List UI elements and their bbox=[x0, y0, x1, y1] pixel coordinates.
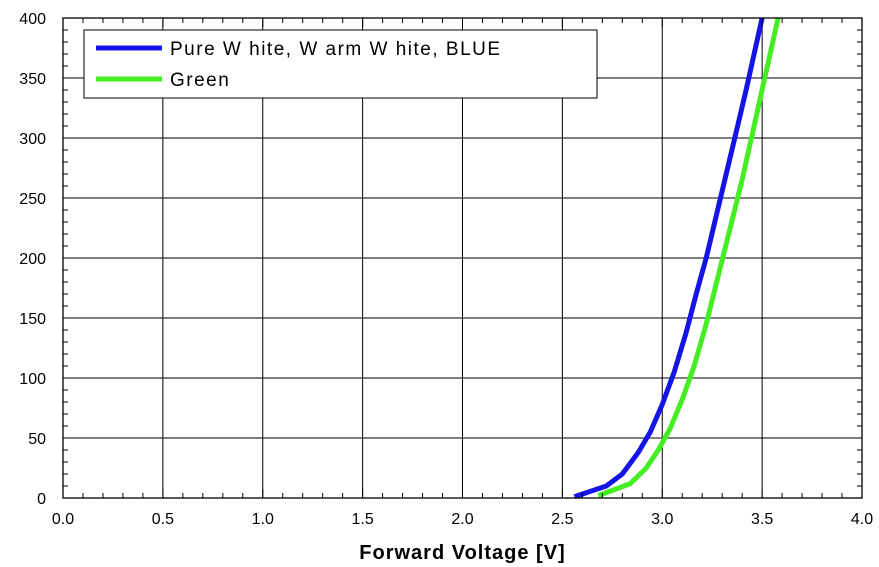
legend-label-series-1: Pure W hite, W arm W hite, BLUE bbox=[170, 39, 502, 60]
x-tick-label: 3.0 bbox=[651, 511, 673, 528]
y-tick-label: 0 bbox=[37, 491, 46, 508]
series-layer bbox=[573, 17, 781, 500]
x-tick-label: 2.5 bbox=[551, 511, 573, 528]
legend-label-series-2: Green bbox=[170, 70, 230, 91]
x-tick-label: 1.0 bbox=[252, 511, 274, 528]
x-axis-title: Forward Voltage [V] bbox=[359, 542, 565, 564]
y-tick-label: 150 bbox=[19, 311, 46, 328]
legend: Pure W hite, W arm W hite, BLUE Green bbox=[83, 29, 598, 99]
x-tick-label: 1.5 bbox=[352, 511, 374, 528]
x-tick-label: 2.0 bbox=[451, 511, 473, 528]
x-tick-label: 3.5 bbox=[751, 511, 773, 528]
legend-box bbox=[83, 29, 598, 99]
x-tick-label: 0.0 bbox=[52, 511, 74, 528]
y-tick-label: 300 bbox=[19, 131, 46, 148]
series-line-1 bbox=[573, 17, 765, 500]
tick-layer: 0.0 0.5 1.0 1.5 2.0 2.5 3.0 3.5 4.0 0 50 100 150 200 2… bbox=[19, 11, 873, 528]
y-tick-label: 400 bbox=[19, 11, 46, 28]
y-tick-label: 350 bbox=[19, 71, 46, 88]
y-tick-label: 200 bbox=[19, 251, 46, 268]
series-line-2 bbox=[597, 17, 781, 498]
y-tick-label: 250 bbox=[19, 191, 46, 208]
x-tick-label: 4.0 bbox=[851, 511, 873, 528]
x-tick-label: 0.5 bbox=[152, 511, 174, 528]
y-tick-label: 50 bbox=[28, 431, 46, 448]
y-tick-label: 100 bbox=[19, 371, 46, 388]
